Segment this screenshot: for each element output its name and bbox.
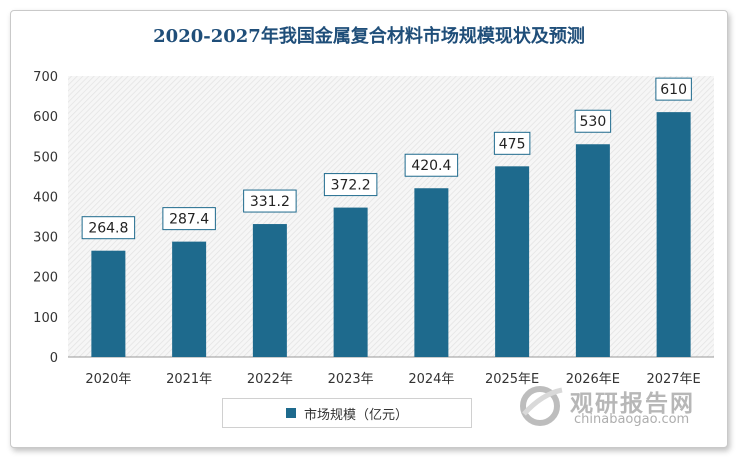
bar bbox=[91, 250, 126, 357]
watermark-url: chinabaogao.com bbox=[574, 412, 690, 427]
data-label-box bbox=[243, 189, 297, 213]
bar bbox=[575, 144, 610, 357]
bar bbox=[495, 166, 530, 357]
data-label-box bbox=[404, 153, 459, 177]
data-label: 331.2 bbox=[250, 194, 290, 210]
bar bbox=[172, 241, 207, 357]
watermark: 观研报告网 chinabaogao.com bbox=[518, 382, 718, 432]
y-tick-label: 500 bbox=[33, 150, 58, 165]
watermark-brand: 观研报告网 bbox=[570, 391, 695, 417]
data-label: 475 bbox=[499, 136, 526, 152]
x-tick-label: 2026年E bbox=[566, 372, 620, 387]
legend-swatch bbox=[285, 408, 296, 418]
x-tick-label: 2022年 bbox=[247, 372, 293, 387]
chart-title: 2020-2027年我国金属复合材料市场规模现状及预测 bbox=[153, 26, 585, 47]
bar bbox=[656, 112, 691, 357]
bar bbox=[333, 207, 368, 357]
data-label-box bbox=[162, 207, 216, 231]
data-label-box bbox=[655, 77, 692, 101]
bar bbox=[414, 188, 449, 357]
x-tick-label: 2027年E bbox=[646, 372, 700, 387]
data-label: 530 bbox=[580, 114, 607, 130]
legend-label: 市场规模（亿元） bbox=[303, 407, 408, 423]
y-tick-label: 400 bbox=[33, 190, 58, 205]
y-tick-label: 300 bbox=[33, 231, 58, 246]
data-label: 287.4 bbox=[169, 212, 209, 228]
y-tick-label: 600 bbox=[33, 110, 58, 125]
legend: 市场规模（亿元） bbox=[222, 398, 472, 428]
data-label-box bbox=[323, 173, 378, 197]
data-label-box bbox=[81, 216, 136, 240]
data-label-box bbox=[574, 109, 612, 133]
watermark-logo-icon bbox=[520, 386, 563, 426]
x-tick-label: 2020年 bbox=[85, 372, 131, 387]
data-label: 372.2 bbox=[331, 178, 371, 194]
y-tick-label: 100 bbox=[33, 311, 58, 326]
data-label: 420.4 bbox=[411, 158, 451, 174]
data-label-box bbox=[493, 131, 531, 155]
x-tick-label: 2024年 bbox=[408, 372, 454, 387]
y-tick-label: 0 bbox=[50, 351, 58, 366]
x-tick-label: 2023年 bbox=[328, 372, 374, 387]
bar bbox=[252, 224, 287, 357]
x-tick-label: 2025年E bbox=[485, 372, 539, 387]
y-tick-label: 200 bbox=[33, 271, 58, 286]
data-label: 264.8 bbox=[88, 221, 128, 237]
y-tick-label: 700 bbox=[33, 70, 58, 85]
data-label: 610 bbox=[660, 82, 687, 98]
x-tick-label: 2021年 bbox=[166, 372, 212, 387]
